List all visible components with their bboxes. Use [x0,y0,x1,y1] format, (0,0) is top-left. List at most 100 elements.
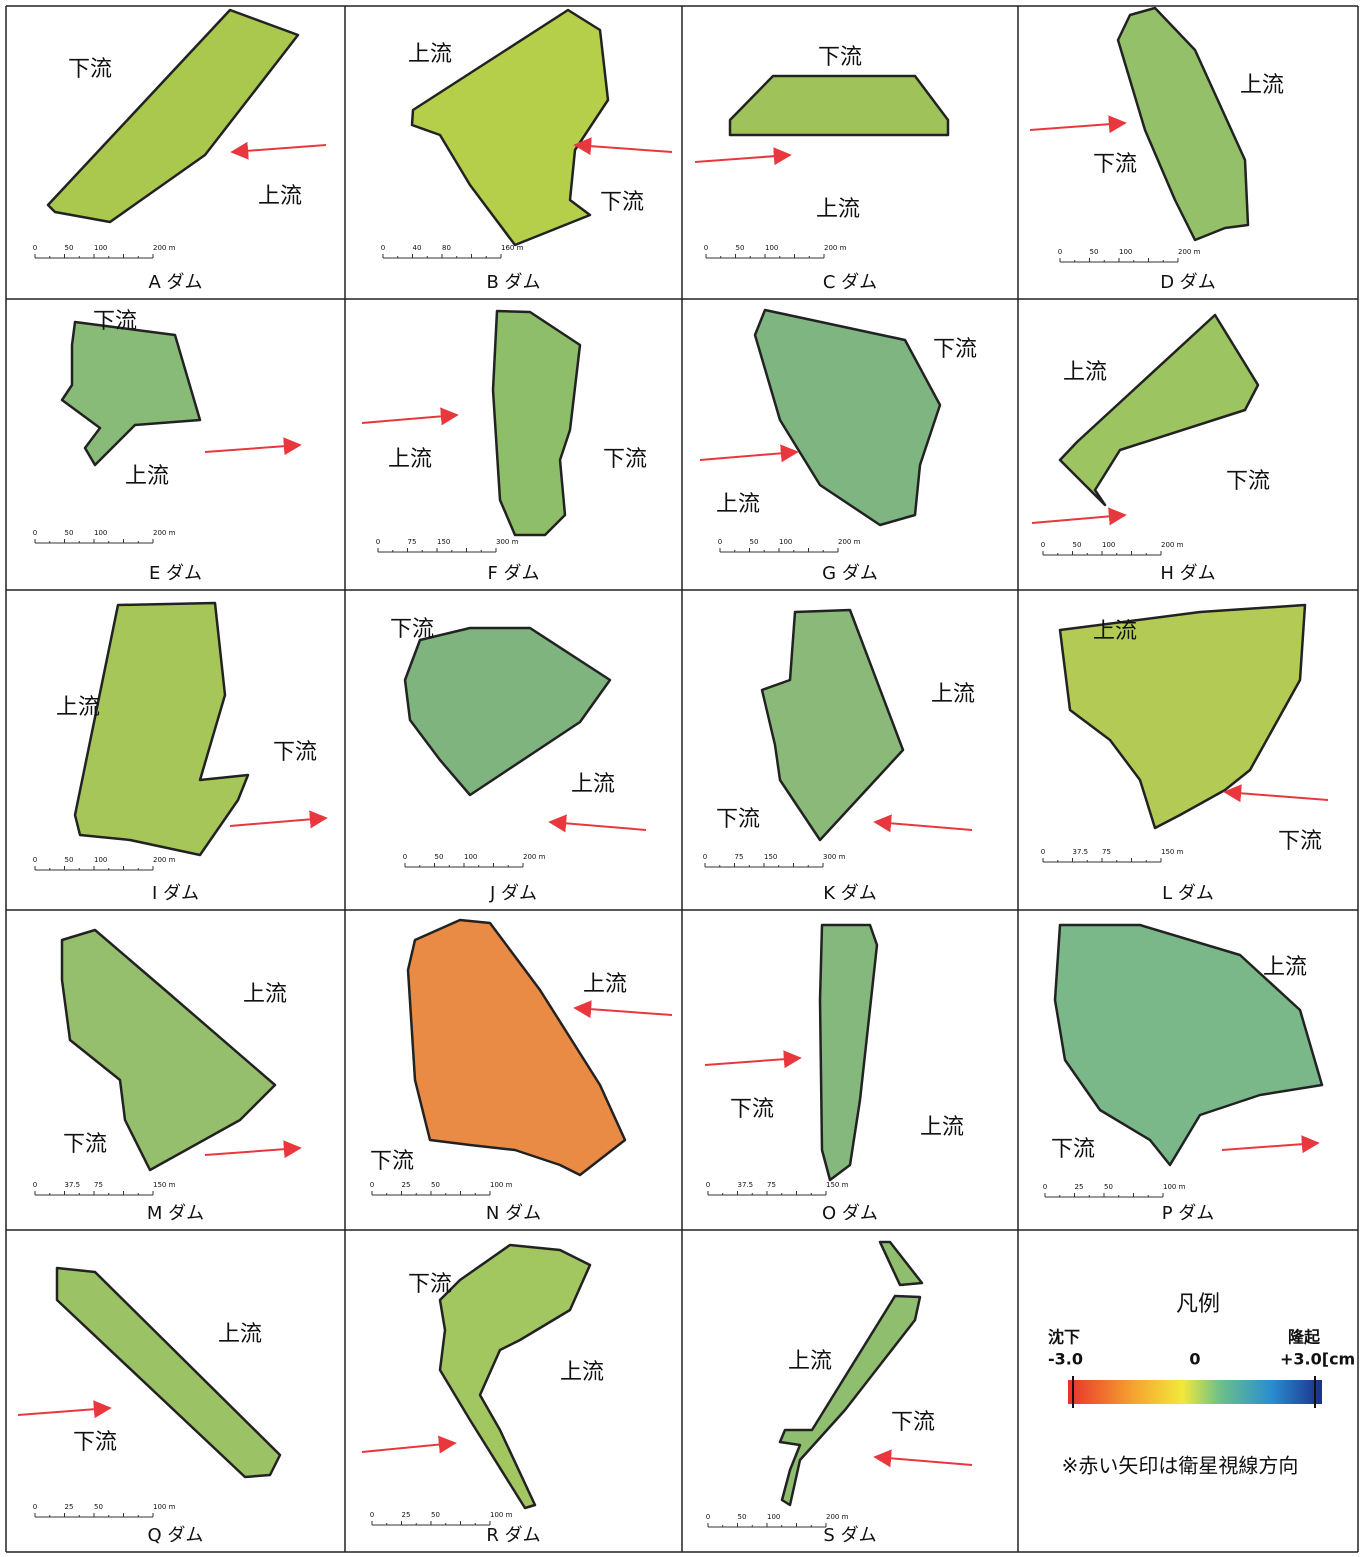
scale-label: 100 [464,853,477,861]
upstream-label: 上流 [716,492,760,517]
scale-label: 300 m [823,853,846,861]
dam-map [493,311,580,535]
scale-label: 200 m [153,529,176,537]
dam-map [408,920,625,1175]
dam-label: M ダム [147,1203,204,1224]
scale-label: 0 [1043,1183,1047,1191]
upstream-label: 上流 [1063,360,1107,385]
downstream-label: 下流 [1093,152,1137,177]
downstream-label: 下流 [1278,829,1322,854]
scale-label: 150 [764,853,777,861]
downstream-label: 下流 [1226,469,1270,494]
dam-map [75,603,248,855]
legend-right-label: 隆起 [1288,1328,1321,1347]
view-arrow [205,1148,300,1155]
view-arrow [362,1443,455,1452]
scale-label: 80 [442,244,451,252]
view-arrow [1032,515,1125,523]
dam-map [780,1296,920,1505]
scale-label: 75 [735,853,744,861]
scale-label: 0 [1041,848,1045,856]
scale-label: 0 [33,1503,37,1511]
scale-label: 50 [1073,541,1082,549]
dam-label: R ダム [486,1525,540,1546]
scale-label: 0 [704,244,708,252]
dam-label: D ダム [1160,272,1216,293]
dam-map [1118,8,1248,240]
scale-label: 25 [1075,1183,1084,1191]
scale-label: 100 [94,529,107,537]
downstream-label: 下流 [370,1149,414,1174]
scale-label: 0 [706,1513,710,1521]
downstream-label: 下流 [68,57,112,82]
upstream-label: 上流 [1263,955,1307,980]
scale-label: 50 [1090,248,1099,256]
scale-label: 50 [65,529,74,537]
dam-map [62,322,200,465]
view-arrow [550,822,646,830]
page: {"panels": [ {"label": "A ダム", "upstream… [0,0,1364,1557]
dam-label: O ダム [822,1203,878,1224]
dam-panel: 上流下流02550100 mP ダム [1043,925,1322,1224]
dam-panel: 上流下流050100200 mE ダム [33,309,300,584]
scale-label: 75 [94,1181,103,1189]
upstream-label: 上流 [388,447,432,472]
scale-label: 0 [403,853,407,861]
dam-map [762,610,903,840]
scale-label: 0 [376,538,380,546]
view-arrow [205,445,300,452]
colorbar [1068,1380,1322,1404]
scale-label: 100 m [153,1503,176,1511]
dam-label: J ダム [489,883,537,904]
view-arrow [875,822,972,830]
scale-label: 0 [703,853,707,861]
scale-label: 100 [779,538,792,546]
scale-label: 0 [1058,248,1062,256]
scale-label: 50 [736,244,745,252]
scale-label: 50 [431,1511,440,1519]
scale-label: 150 m [1161,848,1184,856]
scale-label: 200 m [824,244,847,252]
upstream-label: 上流 [125,464,169,489]
scale-label: 0 [718,538,722,546]
upstream-label: 上流 [243,982,287,1007]
dam-label: A ダム [148,272,202,293]
dam-label: G ダム [822,563,878,584]
scale-label: 0 [33,244,37,252]
scale-label: 300 m [496,538,519,546]
dam-label: E ダム [149,563,202,584]
dam-label: H ダム [1160,563,1215,584]
scale-label: 100 [94,244,107,252]
downstream-label: 下流 [818,45,862,70]
scale-label: 0 [1041,541,1045,549]
dam-label: N ダム [486,1203,541,1224]
downstream-label: 下流 [1051,1137,1095,1162]
downstream-label: 下流 [73,1430,117,1455]
view-arrow [700,452,797,460]
scale-label: 150 m [153,1181,176,1189]
dam-panel: 上流下流02550100 mR ダム [362,1245,604,1546]
dam-label: S ダム [823,1525,876,1546]
legend-min: -3.0 [1048,1350,1083,1369]
dam-label: I ダム [152,883,199,904]
view-arrow [18,1408,110,1415]
scale-label: 25 [65,1503,74,1511]
scale-label: 200 m [153,856,176,864]
scale-label: 50 [750,538,759,546]
dam-panel: 上流下流050100200 mI ダム [33,603,326,904]
dam-label: P ダム [1162,1203,1215,1224]
legend-title: 凡例 [1176,1292,1220,1317]
scale-label: 150 m [826,1181,849,1189]
scale-label: 100 m [490,1181,513,1189]
scale-label: 0 [33,856,37,864]
scale-label: 37.5 [1073,848,1089,856]
legend-max: +3.0[cm [1280,1350,1355,1369]
scale-label: 37.5 [65,1181,81,1189]
scale-label: 200 m [826,1513,849,1521]
upstream-label: 上流 [920,1115,964,1140]
legend-left-label: 沈下 [1048,1328,1080,1347]
upstream-label: 上流 [56,695,100,720]
